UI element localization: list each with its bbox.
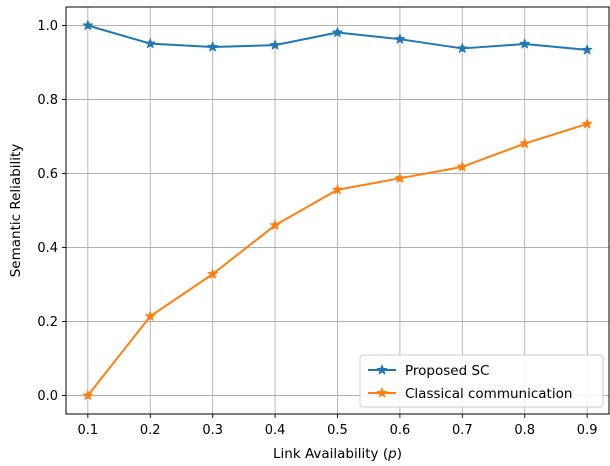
legend-label: Proposed SC	[405, 363, 489, 379]
x-tick-label: 0.6	[390, 423, 411, 438]
x-tick-label: 0.9	[577, 423, 598, 438]
x-axis-label: Link Availability (p)	[273, 446, 402, 462]
y-tick-label: 0.6	[37, 167, 58, 182]
legend-box	[359, 354, 604, 408]
series-layer	[81, 19, 594, 401]
y-tick-label: 1.0	[37, 19, 58, 34]
y-tick-label: 0.0	[37, 389, 58, 404]
y-tick-label: 0.4	[37, 241, 58, 256]
y-axis-ticks: 0.0 0.2 0.4 0.6 0.8 1.0	[37, 19, 66, 404]
y-tick-label: 0.2	[37, 315, 58, 330]
x-tick-label: 0.4	[265, 423, 286, 438]
data-point	[393, 172, 406, 184]
x-tick-label: 0.8	[514, 423, 535, 438]
data-point	[581, 43, 594, 55]
y-axis-label: Semantic Reliability	[8, 144, 24, 278]
legend-swatch-marker	[376, 363, 388, 376]
data-point	[331, 26, 344, 38]
x-tick-label: 0.3	[202, 423, 223, 438]
data-point	[518, 37, 531, 50]
x-tick-label: 0.2	[140, 423, 161, 438]
data-point	[393, 32, 406, 45]
data-point	[331, 183, 344, 195]
x-tick-label: 0.5	[327, 423, 348, 438]
series-2	[81, 117, 594, 401]
data-point	[456, 160, 469, 172]
data-point	[81, 19, 94, 31]
x-tick-label: 0.1	[78, 423, 99, 438]
data-point	[518, 137, 531, 149]
data-point	[144, 37, 157, 49]
data-point	[206, 267, 219, 280]
data-point	[269, 219, 282, 231]
x-tick-label: 0.7	[452, 423, 473, 438]
data-point	[144, 310, 157, 322]
data-point	[269, 38, 282, 51]
data-point	[581, 117, 594, 129]
data-point	[206, 40, 219, 52]
data-point	[81, 389, 94, 401]
series-1	[81, 19, 594, 55]
grid-lines	[66, 7, 609, 414]
legend-swatch-marker	[376, 386, 388, 399]
x-axis-ticks: 0.1 0.2 0.3 0.4 0.5 0.6 0.7 0.8 0.9	[78, 414, 598, 438]
y-tick-label: 0.8	[37, 93, 58, 108]
legend-label: Classical communication	[405, 386, 572, 402]
data-point	[456, 42, 469, 54]
legend: Proposed SC Classical communication	[359, 354, 604, 408]
